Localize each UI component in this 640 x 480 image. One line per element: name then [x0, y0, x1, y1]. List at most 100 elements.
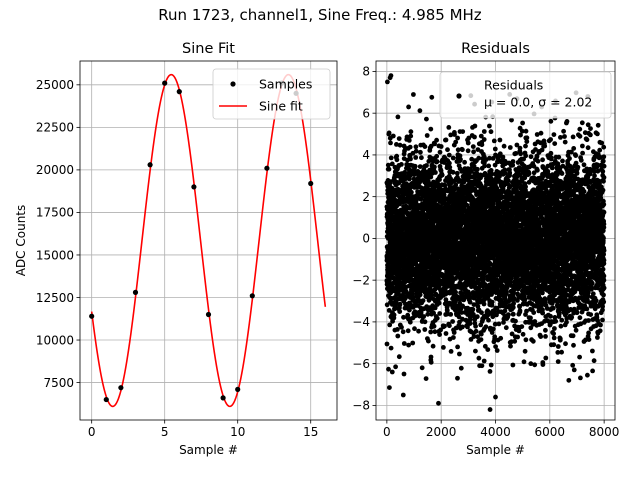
residual-point	[478, 337, 484, 342]
residual-point	[413, 155, 419, 160]
sample-point	[132, 289, 139, 295]
residual-point	[408, 133, 414, 139]
x-tick-label: 5	[161, 425, 169, 439]
residual-point	[405, 312, 411, 318]
residual-point	[455, 344, 460, 350]
residual-point	[451, 335, 456, 340]
sample-point	[308, 180, 314, 187]
residual-point	[434, 159, 440, 164]
residual-point	[388, 155, 394, 161]
residual-point	[412, 309, 418, 315]
residual-point	[395, 333, 401, 339]
sample-point	[191, 184, 197, 190]
residual-point	[512, 338, 518, 344]
residual-point	[437, 149, 443, 155]
residual-point	[446, 125, 452, 130]
plot-area	[384, 73, 607, 412]
residual-point	[478, 133, 484, 139]
residual-point	[474, 170, 480, 176]
axes-frame	[79, 60, 338, 421]
residual-point	[460, 316, 465, 322]
residual-point	[409, 189, 414, 195]
residual-point	[453, 289, 458, 295]
y-tick-label: 20000	[36, 163, 74, 177]
residual-point	[386, 130, 392, 136]
residual-point	[503, 325, 509, 331]
residual-point	[442, 323, 447, 329]
residual-point	[478, 331, 484, 337]
residual-point	[386, 366, 391, 372]
residual-point	[394, 157, 400, 163]
residual-point	[408, 156, 413, 162]
residual-point	[428, 126, 434, 132]
residual-point	[496, 321, 502, 327]
residual-point	[447, 323, 452, 329]
residual-point	[509, 117, 514, 123]
residual-point	[481, 358, 487, 364]
residual-point	[428, 359, 434, 365]
residual-point	[412, 326, 417, 332]
residual-point	[424, 116, 429, 122]
residual-point	[494, 348, 500, 353]
residual-point	[460, 303, 465, 309]
sample-point	[103, 396, 109, 403]
residual-point	[497, 137, 503, 143]
residual-point	[455, 135, 460, 141]
residual-point	[452, 132, 457, 137]
residual-point	[437, 311, 443, 316]
residual-point	[507, 145, 513, 150]
residual-point	[457, 319, 462, 325]
residual-point	[411, 295, 417, 300]
figure-suptitle: Run 1723, channel1, Sine Freq.: 4.985 MH…	[158, 6, 482, 24]
residual-point	[453, 182, 459, 188]
residual-point	[413, 313, 419, 318]
residual-point	[421, 314, 427, 319]
residual-point	[399, 162, 404, 167]
residual-point	[390, 133, 396, 139]
residual-point	[511, 301, 516, 306]
residual-point	[482, 163, 487, 169]
residual-point	[450, 155, 456, 161]
residual-point	[422, 319, 428, 325]
residual-point	[397, 142, 403, 148]
residual-point	[460, 324, 465, 330]
residual-point	[466, 135, 472, 141]
residual-point	[448, 132, 454, 138]
residual-point	[385, 162, 391, 168]
residual-point	[481, 137, 487, 142]
residual-point	[457, 153, 463, 159]
residual-point	[416, 328, 421, 334]
residual-point	[434, 315, 440, 321]
residual-point	[508, 343, 513, 349]
residual-point	[425, 311, 431, 317]
residual-point	[486, 317, 491, 323]
residual-point	[406, 138, 412, 143]
residual-point	[487, 369, 493, 374]
residual-point	[460, 147, 465, 153]
residual-point	[454, 170, 460, 176]
residual-point	[481, 276, 486, 281]
residual-point	[446, 152, 452, 158]
sample-point	[249, 293, 255, 299]
residual-point	[428, 143, 434, 149]
sample-point	[147, 162, 153, 168]
residual-point	[460, 129, 466, 135]
residual-point	[458, 157, 463, 162]
residual-point	[388, 140, 393, 146]
residual-point	[456, 314, 462, 320]
residual-point	[467, 299, 473, 305]
residual-point	[423, 376, 429, 381]
residual-point	[428, 329, 434, 335]
residual-point	[430, 343, 436, 349]
residual-point	[422, 144, 428, 150]
residual-point	[517, 308, 523, 314]
residual-point	[411, 92, 416, 97]
sample-point	[235, 386, 241, 392]
residual-point	[479, 142, 485, 148]
residual-point	[472, 123, 478, 129]
sample-point	[89, 313, 95, 319]
residual-point	[428, 174, 434, 180]
residual-point	[448, 312, 454, 317]
residual-point	[428, 354, 434, 360]
residual-point	[434, 137, 439, 143]
